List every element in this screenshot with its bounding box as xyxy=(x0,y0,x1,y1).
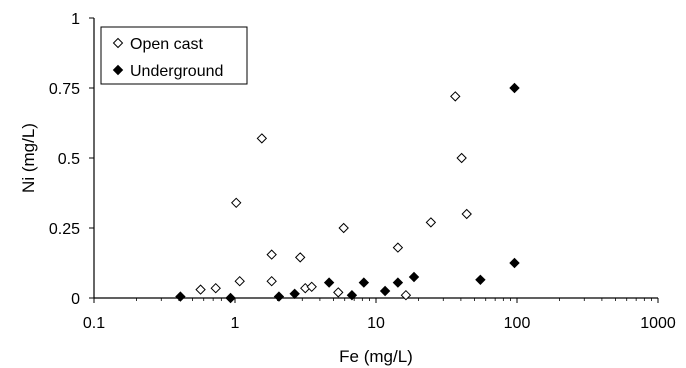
open-cast-point xyxy=(425,217,437,228)
underground-point xyxy=(408,271,420,283)
x-tick-label: 1000 xyxy=(640,315,676,332)
open-cast-point xyxy=(266,249,277,260)
open-cast-point xyxy=(392,242,404,253)
x-tick-label: 10 xyxy=(367,315,385,332)
x-axis-ticks: 0.1 1 10 100 1000 xyxy=(83,298,676,332)
underground-point xyxy=(225,292,236,304)
underground-point xyxy=(509,257,520,269)
x-axis-title: Fe (mg/L) xyxy=(339,347,413,366)
underground-point xyxy=(475,274,486,286)
data-points xyxy=(175,82,520,304)
open-cast-point xyxy=(294,252,306,263)
plot-area: 0.1 1 10 100 1000 0 0.25 0.5 0.75 1 xyxy=(49,11,676,332)
x-tick-label: 100 xyxy=(504,315,531,332)
legend-box xyxy=(100,26,248,85)
underground-point xyxy=(509,82,520,94)
underground-point xyxy=(358,277,370,288)
legend-marker-open-cast xyxy=(112,37,124,49)
underground-point xyxy=(175,291,186,302)
open-cast-point xyxy=(306,281,317,293)
open-cast-point xyxy=(456,152,467,164)
open-cast-point xyxy=(461,208,472,220)
y-tick-label: 1 xyxy=(71,11,80,28)
underground-point xyxy=(392,277,404,288)
y-tick-label: 0.75 xyxy=(49,81,80,98)
open-cast-point xyxy=(266,275,277,287)
underground-point xyxy=(323,277,335,288)
underground-point xyxy=(273,291,285,302)
underground-point xyxy=(346,289,358,301)
y-tick-label: 0 xyxy=(71,291,80,308)
open-cast-point xyxy=(210,282,221,294)
legend-label-open-cast: Open cast xyxy=(130,36,203,53)
y-axis-title: Ni (mg/L) xyxy=(19,123,38,193)
legend-marker-underground xyxy=(112,64,124,76)
legend-filled-diamond-icon xyxy=(112,64,124,76)
y-tick-label: 0.5 xyxy=(58,151,80,168)
y-axis-ticks: 0 0.25 0.5 0.75 1 xyxy=(49,11,94,308)
open-cast-point xyxy=(333,287,344,298)
open-cast-point xyxy=(256,133,268,144)
open-cast-point xyxy=(231,197,242,209)
open-cast-point xyxy=(338,222,349,234)
open-cast-point xyxy=(234,275,245,287)
open-cast-point xyxy=(400,289,412,301)
underground-point xyxy=(379,285,391,297)
underground-point xyxy=(289,288,300,300)
y-tick-label: 0.25 xyxy=(49,221,80,238)
open-cast-point xyxy=(450,91,461,102)
x-tick-label: 1 xyxy=(231,315,240,332)
open-cast-point xyxy=(195,284,206,295)
legend-open-diamond-icon xyxy=(112,37,124,49)
legend: Open cast Underground xyxy=(100,26,248,85)
x-tick-label: 0.1 xyxy=(83,315,105,332)
legend-label-underground: Underground xyxy=(130,63,223,80)
